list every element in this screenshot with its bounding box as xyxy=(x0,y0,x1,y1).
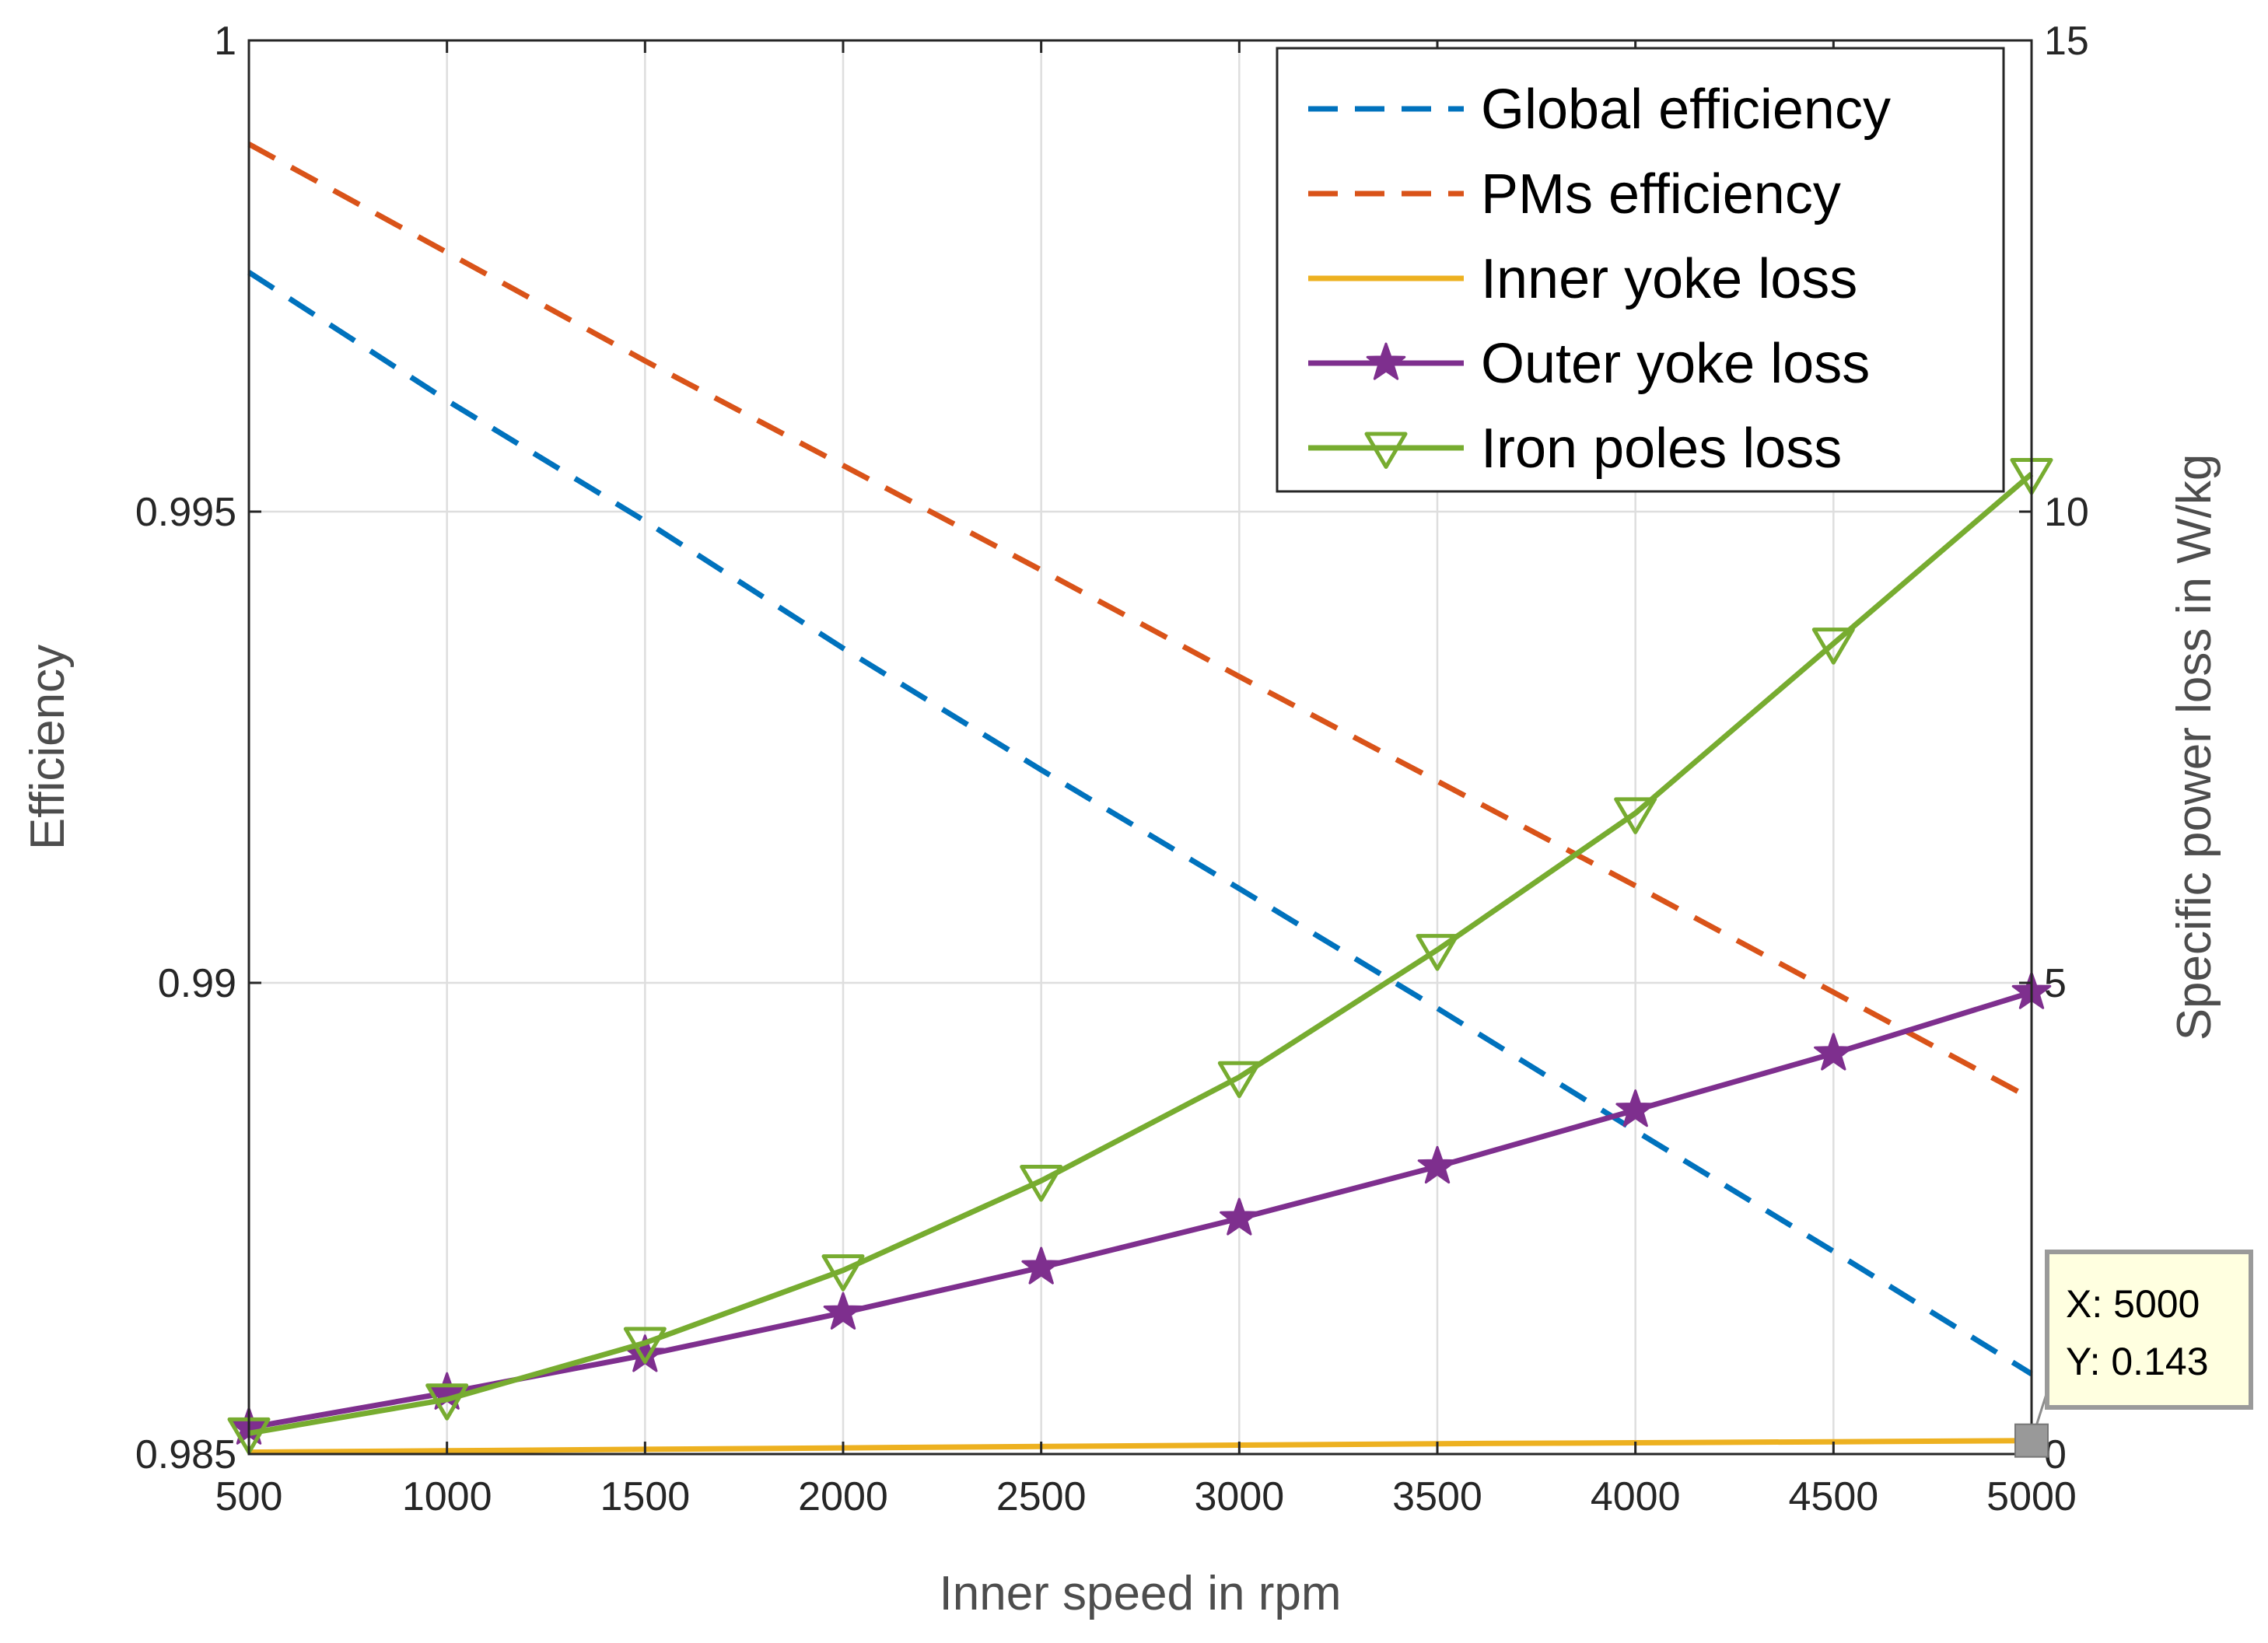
x-tick-label: 1000 xyxy=(402,1474,492,1519)
x-tick-label: 3500 xyxy=(1392,1474,1482,1519)
y-left-tick-label: 1 xyxy=(214,19,236,64)
x-tick-label: 3000 xyxy=(1194,1474,1284,1519)
data-point xyxy=(821,1254,865,1292)
data-point xyxy=(1416,934,1459,971)
series-line xyxy=(247,142,2033,1102)
data-point xyxy=(1417,1145,1458,1184)
datatip-x-text: X: 5000 xyxy=(2066,1282,2200,1326)
datatip-marker xyxy=(2014,1423,2049,1458)
y-right-tick-label: 10 xyxy=(2044,490,2089,535)
data-point xyxy=(1020,1165,1063,1202)
y-axis-left-label: Efficiency xyxy=(21,645,75,850)
series-line xyxy=(248,989,2033,1431)
legend-label: Global efficiency xyxy=(1481,79,1891,141)
legend-item: Global efficiency xyxy=(1308,79,1891,141)
x-tick-label: 500 xyxy=(215,1474,283,1519)
datatip-y-text: Y: 0.143 xyxy=(2066,1340,2209,1383)
data-point xyxy=(823,1292,863,1330)
series-inner-yoke-loss xyxy=(248,1438,2032,1456)
legend-label: Inner yoke loss xyxy=(1481,248,1857,310)
series-global-efficiency xyxy=(247,270,2033,1376)
series-layer xyxy=(227,142,2053,1456)
legend-marker xyxy=(1364,432,1408,469)
y-right-tick-label: 5 xyxy=(2044,961,2067,1006)
data-point xyxy=(1021,1246,1061,1285)
x-tick-label: 4500 xyxy=(1788,1474,1878,1519)
legend-item: Outer yoke loss xyxy=(1308,333,1870,395)
datatip[interactable]: X: 5000 Y: 0.143 xyxy=(2014,1250,2253,1458)
data-point xyxy=(1217,1061,1261,1099)
legend-marker xyxy=(1366,342,1406,380)
y-axis-right-label: Specific power loss in W/kg xyxy=(2168,454,2221,1041)
y-right-tick-label: 15 xyxy=(2044,19,2089,64)
series-line xyxy=(248,1438,2032,1456)
ticks: 500 1000 1500 2000 2500 3000 3500 4000 4500 5000 0… xyxy=(135,19,2089,1519)
legend: Global efficiency PMs efficiency Inner yok… xyxy=(1276,47,2005,493)
data-point xyxy=(1220,1197,1259,1236)
data-point xyxy=(425,1383,469,1421)
x-axis-label: Inner speed in rpm xyxy=(940,1567,1342,1620)
legend-box xyxy=(1276,47,2005,493)
series-iron-poles-loss xyxy=(227,458,2053,1455)
legend-item: PMs efficiency xyxy=(1308,163,1841,225)
series-outer-yoke-loss xyxy=(229,971,2052,1445)
x-tick-label: 2500 xyxy=(996,1474,1087,1519)
data-point xyxy=(1814,1033,1853,1071)
series-line xyxy=(248,471,2034,1436)
series-pms-efficiency xyxy=(247,142,2033,1102)
data-point xyxy=(1614,797,1657,834)
series-line xyxy=(247,270,2033,1376)
y-left-tick-label: 0.995 xyxy=(135,490,236,535)
legend-label: Iron poles loss xyxy=(1481,418,1842,480)
y-left-tick-label: 0.985 xyxy=(135,1432,236,1477)
y-left-tick-label: 0.99 xyxy=(158,961,236,1006)
legend-item: Inner yoke loss xyxy=(1308,248,1857,310)
x-tick-label: 4000 xyxy=(1591,1474,1681,1519)
legend-item: Iron poles loss xyxy=(1308,418,1842,480)
x-tick-label: 5000 xyxy=(1986,1474,2077,1519)
x-tick-label: 2000 xyxy=(798,1474,888,1519)
legend-label: Outer yoke loss xyxy=(1481,333,1870,395)
plot-box xyxy=(247,39,2033,1456)
x-tick-label: 1500 xyxy=(600,1474,690,1519)
legend-label: PMs efficiency xyxy=(1481,163,1841,225)
datatip-box xyxy=(2045,1250,2253,1410)
data-point xyxy=(1615,1089,1655,1127)
data-point xyxy=(1811,627,1855,665)
data-point xyxy=(623,1327,667,1364)
